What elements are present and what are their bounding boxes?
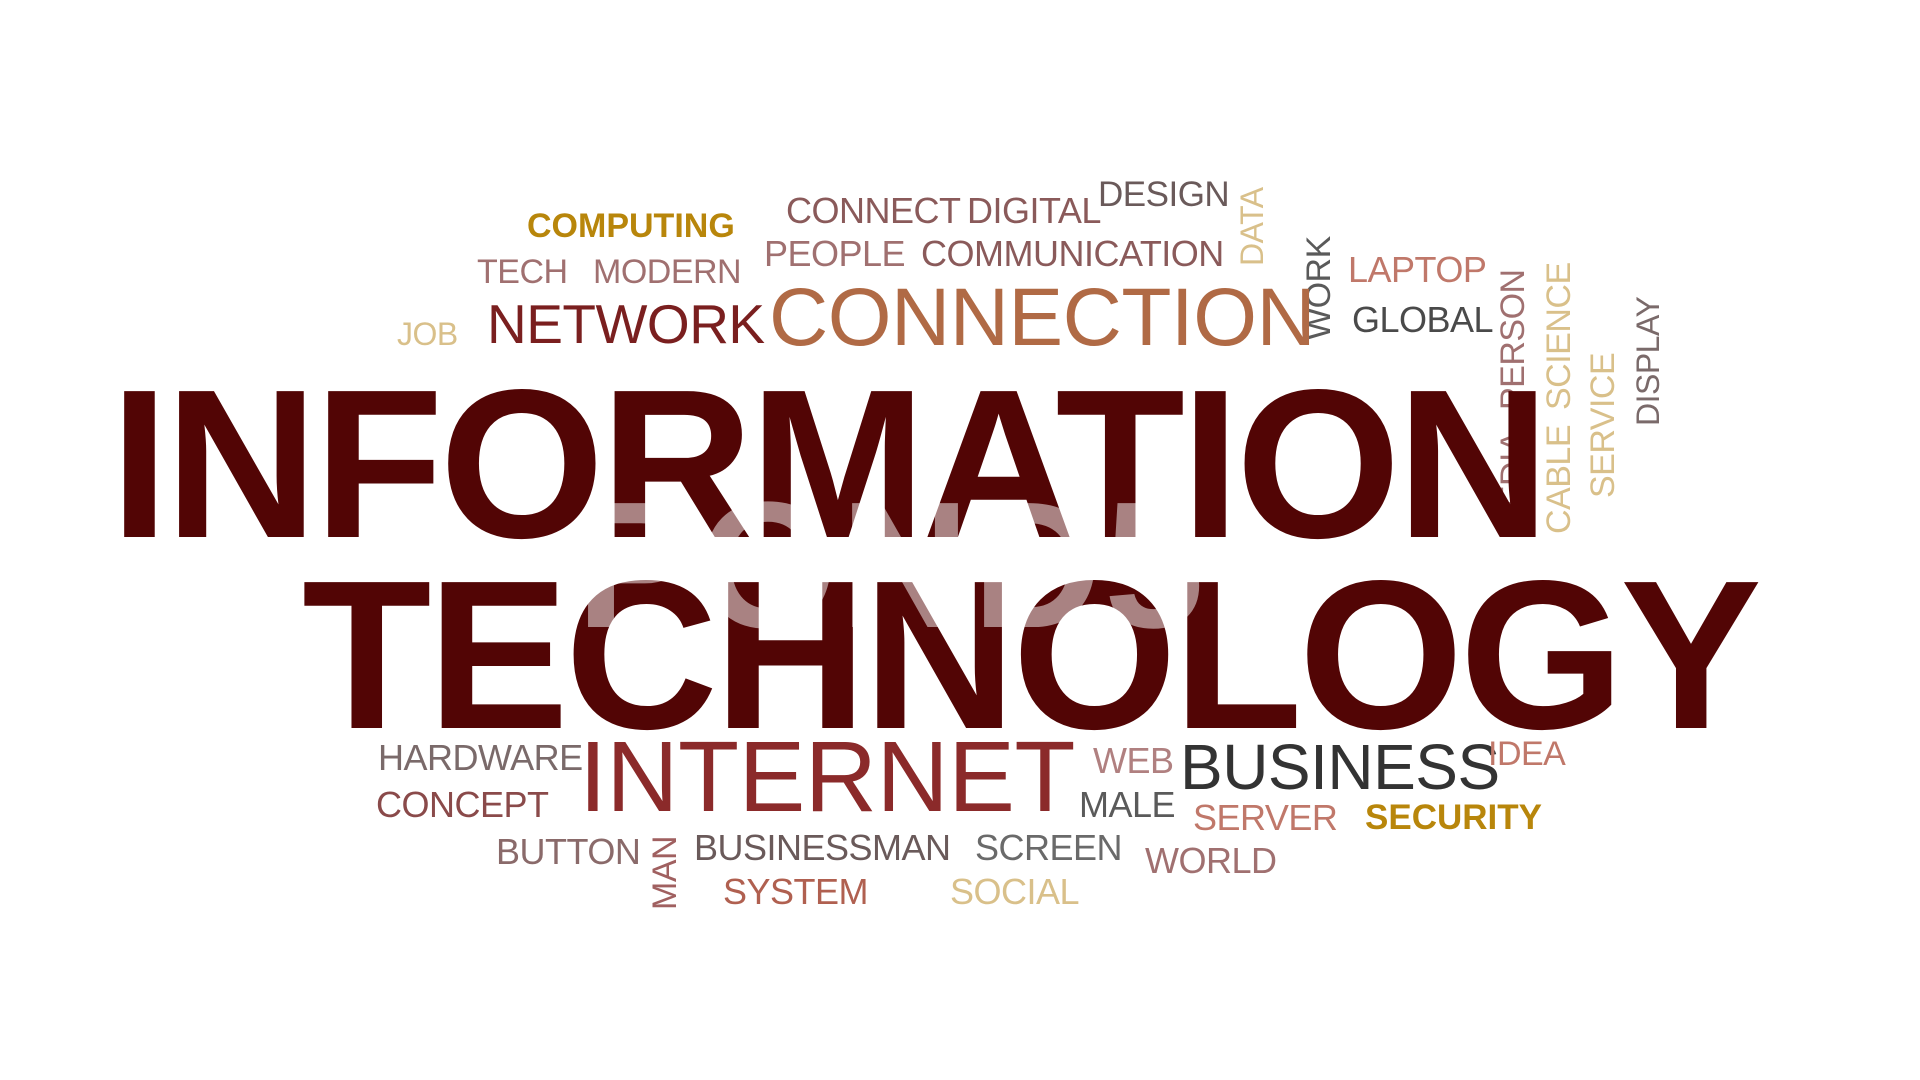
word-man: MAN [646, 835, 684, 910]
headline-line-2: TECHNOLOGY [302, 536, 1762, 773]
word-display: DISPLAY [1630, 296, 1666, 426]
word-design: DESIGN [1098, 175, 1230, 214]
word-job: JOB [397, 316, 458, 352]
word-screen: SCREEN [975, 827, 1123, 868]
word-tech: TECH [477, 253, 568, 291]
word-internet: INTERNET [579, 721, 1076, 833]
headline-line-1: INFORMATION [110, 345, 1550, 582]
word-digital: DIGITAL [967, 190, 1101, 231]
word-connection: CONNECTION [769, 272, 1316, 363]
word-hardware: HARDWARE [378, 737, 583, 778]
word-service: SERVICE [1584, 352, 1622, 498]
word-business: BUSINESS [1180, 731, 1500, 803]
word-laptop: LAPTOP [1348, 249, 1487, 290]
word-data: DATA [1234, 187, 1270, 266]
word-computing: COMPUTING [527, 207, 735, 245]
word-male: MALE [1079, 784, 1176, 825]
word-communication: COMMUNICATION [921, 233, 1224, 274]
word-concept: CONCEPT [376, 784, 549, 825]
word-button: BUTTON [496, 831, 641, 872]
word-modern: MODERN [593, 253, 742, 291]
word-connect: CONNECT [786, 190, 961, 231]
word-businessman: BUSINESSMAN [694, 827, 951, 868]
watermark: POND5 [576, 465, 1207, 666]
word-system: SYSTEM [723, 871, 869, 912]
word-security: SECURITY [1365, 798, 1542, 837]
word-web: WEB [1093, 740, 1174, 781]
word-world: WORLD [1145, 840, 1277, 881]
word-idea: IDEA [1488, 735, 1566, 773]
word-cable: CABLE [1540, 425, 1578, 534]
word-social: SOCIAL [950, 871, 1080, 912]
word-global: GLOBAL [1352, 299, 1494, 340]
word-people: PEOPLE [764, 233, 906, 274]
word-server: SERVER [1193, 797, 1338, 838]
word-science: SCIENCE [1540, 262, 1578, 410]
word-network: NETWORK [487, 293, 765, 355]
